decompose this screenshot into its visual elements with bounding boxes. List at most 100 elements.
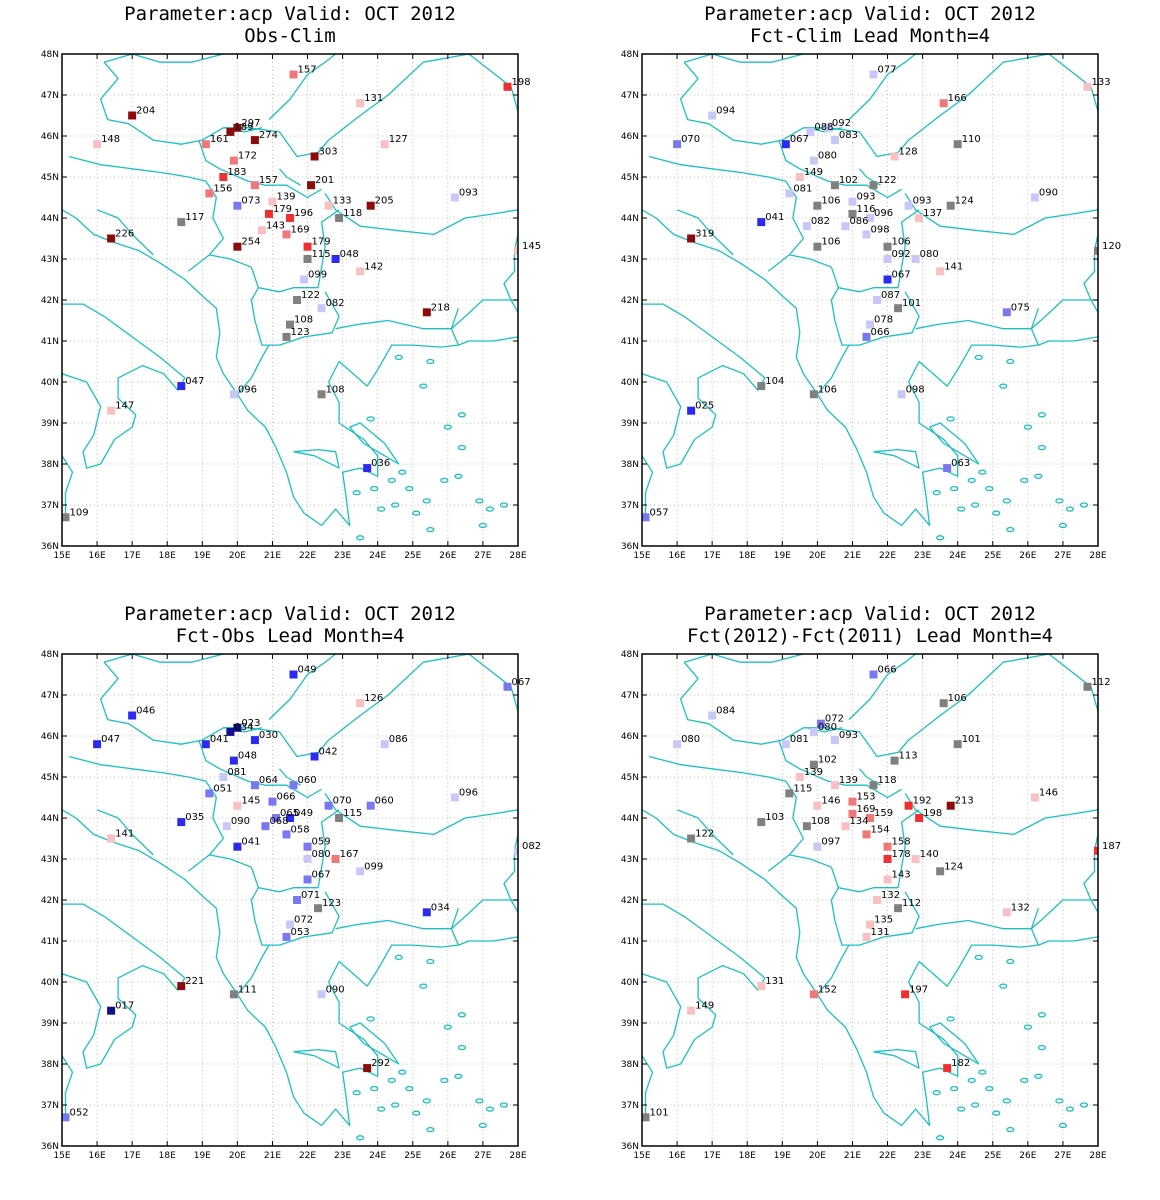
island [978, 1069, 987, 1075]
station-marker [781, 140, 790, 149]
station-value-label: 081 [793, 183, 812, 194]
coastline [1048, 54, 1098, 112]
coastline [103, 654, 226, 663]
island [419, 383, 428, 389]
station-marker [303, 842, 312, 851]
station-marker [897, 390, 906, 399]
lon-tick-label: 21E [264, 1151, 281, 1161]
island [985, 485, 994, 492]
island [391, 502, 400, 508]
lat-tick-label: 46N [621, 132, 639, 142]
station-marker [848, 797, 857, 806]
station-marker [366, 801, 375, 810]
station-value-label: 068 [269, 816, 288, 827]
station-value-label: 106 [821, 237, 840, 248]
coastline [324, 193, 518, 236]
island [992, 510, 1001, 516]
station-marker [450, 193, 459, 202]
station-marker [289, 70, 298, 79]
lon-tick-label: 27E [474, 551, 491, 561]
station-value-label: 052 [70, 1107, 89, 1118]
station-value-label: 106 [892, 237, 911, 248]
lat-tick-label: 43N [621, 855, 639, 865]
island [422, 498, 431, 504]
lon-tick-label: 21E [844, 1151, 861, 1161]
coastline [468, 654, 518, 712]
station-marker [873, 896, 882, 904]
station-value-label: 059 [312, 837, 331, 848]
station-marker [809, 760, 818, 769]
station-value-label: 132 [1011, 902, 1030, 913]
panel-title: Parameter:acp Valid: OCT 2012 [704, 3, 1036, 25]
coastline [1048, 654, 1098, 712]
station-value-label: 139 [276, 192, 295, 203]
station-value-label: 060 [375, 796, 394, 807]
island [1034, 473, 1043, 479]
station-marker [841, 222, 850, 231]
station-value-label: 066 [870, 327, 889, 338]
station-marker [233, 123, 242, 132]
coastline [904, 193, 1098, 236]
station-value-label: 142 [364, 261, 383, 272]
island [366, 1016, 375, 1022]
station-value-label: 067 [312, 870, 331, 881]
station-value-label: 094 [716, 106, 735, 117]
coastline [1030, 907, 1040, 946]
station-value-label: 139 [804, 767, 823, 778]
station-value-label: 124 [944, 861, 963, 872]
lon-tick-label: 15E [53, 1151, 70, 1161]
station-value-label: 149 [695, 1001, 714, 1012]
station-value-label: 098 [906, 384, 925, 395]
panel-subtitle: Fct-Obs Lead Month=4 [176, 625, 405, 647]
island [370, 1085, 379, 1092]
coastline [103, 54, 226, 63]
station-value-label: 187 [1102, 841, 1121, 852]
island [377, 506, 386, 512]
station-marker [939, 99, 948, 108]
station-marker [883, 875, 892, 884]
station-marker [107, 234, 116, 243]
island [426, 526, 435, 533]
station-value-label: 096 [238, 384, 257, 395]
station-value-label: 112 [1091, 677, 1110, 688]
lat-tick-label: 38N [41, 460, 59, 470]
island [1079, 1102, 1089, 1108]
coastline [1083, 797, 1098, 913]
island [387, 1077, 396, 1084]
island [475, 1098, 484, 1104]
coastline [929, 1022, 980, 1065]
island [1020, 477, 1029, 484]
station-value-label: 025 [695, 401, 714, 412]
lon-tick-label: 26E [439, 551, 456, 561]
station-marker [1094, 846, 1098, 855]
station-value-label: 103 [765, 812, 784, 823]
station-marker [1083, 682, 1092, 691]
island [457, 1012, 467, 1018]
station-value-label: 153 [856, 792, 875, 803]
station-marker [816, 719, 825, 728]
lat-tick-label: 42N [621, 896, 639, 906]
station-value-label: 041 [765, 212, 784, 223]
coastline [642, 903, 766, 1069]
station-marker [229, 390, 238, 399]
station-value-label: 067 [511, 677, 530, 688]
island [457, 444, 467, 451]
station-value-label: 123 [290, 327, 309, 338]
station-value-label: 098 [870, 224, 889, 235]
station-marker [250, 736, 259, 745]
station-value-label: 196 [294, 208, 313, 219]
coastline [317, 809, 340, 888]
station-marker [890, 152, 899, 161]
station-value-label: 115 [343, 808, 362, 819]
station-value-label: 093 [839, 730, 858, 741]
island [499, 1102, 509, 1108]
lat-tick-label: 45N [41, 773, 59, 783]
station-value-label: 183 [227, 167, 246, 178]
station-value-label: 073 [241, 196, 260, 207]
coastline [68, 155, 225, 272]
station-marker [293, 296, 302, 304]
station-marker [317, 304, 326, 313]
island [985, 1085, 994, 1092]
station-marker [286, 214, 294, 222]
station-value-label: 159 [874, 808, 893, 819]
